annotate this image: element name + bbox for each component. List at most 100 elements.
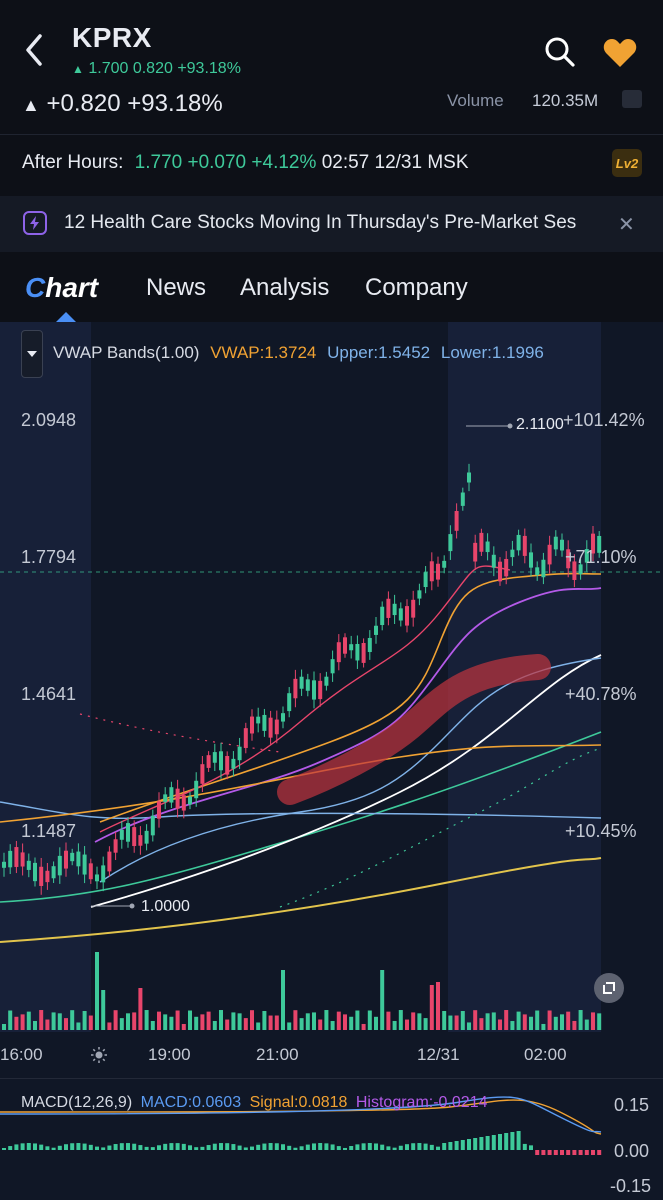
macd-histogram-bar xyxy=(312,1143,316,1150)
macd-histogram-bar xyxy=(163,1143,168,1150)
macd-histogram-bar xyxy=(355,1144,360,1150)
candle-body xyxy=(274,719,279,735)
high-annotation: 2.1100 xyxy=(516,416,564,433)
volume-bar xyxy=(541,1023,546,1030)
macd-histogram-bar xyxy=(169,1143,174,1150)
volume-toggle[interactable] xyxy=(622,90,642,108)
macd-histogram-bar xyxy=(591,1150,595,1155)
volume-bar xyxy=(553,1016,558,1030)
candle-body xyxy=(119,829,124,840)
candle-body xyxy=(374,625,378,635)
candle-body xyxy=(386,598,391,618)
news-banner[interactable] xyxy=(0,196,663,252)
close-icon[interactable]: ✕ xyxy=(618,214,635,236)
candle-body xyxy=(113,839,118,853)
macd-histogram-bar xyxy=(460,1140,465,1150)
price-axis-label: 2.0948 xyxy=(21,410,77,430)
candle-body xyxy=(51,866,56,879)
tab-news[interactable]: News xyxy=(146,274,207,301)
low-annotation: 1.0000 xyxy=(141,898,190,915)
candle-body xyxy=(299,676,304,689)
volume-bar xyxy=(491,1012,496,1030)
candle-body xyxy=(175,788,180,809)
candle-body xyxy=(448,534,453,552)
candle-body xyxy=(318,680,323,700)
candle-body xyxy=(33,862,37,882)
volume-bar xyxy=(510,1021,515,1030)
candle-body xyxy=(324,676,329,686)
macd-histogram-bar xyxy=(144,1146,149,1150)
macd-histogram-bar xyxy=(398,1145,403,1150)
pct-axis-label: +10.45% xyxy=(565,821,637,841)
candle-body xyxy=(293,678,298,699)
lv2-badge[interactable]: Lv2 xyxy=(612,149,642,177)
macd-histogram-bar xyxy=(578,1150,583,1155)
volume-bar xyxy=(268,1015,273,1030)
caret-down-icon[interactable] xyxy=(21,330,43,378)
macd-histogram-bar xyxy=(572,1150,577,1155)
candle-body xyxy=(479,532,484,552)
macd-histogram-bar xyxy=(95,1146,99,1150)
candle-body xyxy=(510,549,515,558)
volume-bar xyxy=(330,1021,335,1030)
volume-bar xyxy=(101,990,106,1030)
volume-bar xyxy=(132,1012,137,1030)
macd-histogram-bar xyxy=(299,1146,304,1150)
macd-histogram-bar xyxy=(20,1143,25,1150)
macd-histogram-bar xyxy=(535,1150,540,1155)
macd-histogram-bar xyxy=(336,1146,341,1150)
volume-bar xyxy=(231,1012,236,1030)
news-headline[interactable]: 12 Health Care Stocks Moving In Thursday… xyxy=(64,212,577,233)
volume-bar xyxy=(380,970,385,1030)
volume-bar xyxy=(479,1018,484,1030)
candle-body xyxy=(529,552,533,568)
volume-bar xyxy=(423,1018,428,1030)
back-icon[interactable] xyxy=(20,30,50,70)
candle-body xyxy=(188,796,192,805)
candle-body xyxy=(473,542,478,562)
volume-bar xyxy=(460,1011,465,1030)
macd-histogram-bar xyxy=(88,1144,93,1150)
macd-histogram-bar xyxy=(225,1143,230,1150)
macd-histogram-bar xyxy=(324,1143,329,1150)
macd-histogram-bar xyxy=(181,1143,186,1150)
search-icon[interactable] xyxy=(544,36,576,68)
macd-histogram-bar xyxy=(126,1143,130,1150)
premarket-session-shade xyxy=(0,322,91,1032)
lightning-icon xyxy=(23,211,47,235)
price-change: ▲ +0.820 +93.18% xyxy=(22,90,223,117)
macd-histogram-bar xyxy=(132,1143,137,1150)
macd-histogram-bar xyxy=(287,1145,292,1150)
volume-bar xyxy=(367,1010,372,1030)
tab-analysis[interactable]: Analysis xyxy=(240,274,330,301)
macd-histogram-bar xyxy=(70,1143,75,1150)
volume-bar xyxy=(188,1010,192,1030)
volume-bar xyxy=(26,1011,31,1030)
candle-body xyxy=(82,854,87,875)
macd-histogram-bar xyxy=(442,1143,447,1150)
heart-icon[interactable] xyxy=(602,38,638,68)
expand-icon[interactable] xyxy=(594,973,624,1003)
volume-bar xyxy=(8,1010,13,1030)
pct-axis-label: +71.10% xyxy=(565,547,637,567)
macd-histogram-bar xyxy=(597,1150,602,1155)
candle-body xyxy=(225,756,230,775)
tab-company[interactable]: Company xyxy=(365,274,468,301)
macd-scale-label: 0.00 xyxy=(614,1141,650,1161)
macd-histogram-bar xyxy=(367,1143,372,1150)
candle-body xyxy=(212,752,217,763)
macd-histogram-bar xyxy=(268,1143,273,1150)
candle-body xyxy=(578,564,583,575)
candle-body xyxy=(194,780,199,799)
candle-body xyxy=(76,851,81,867)
volume-bar xyxy=(411,1012,416,1030)
macd-histogram-bar xyxy=(250,1146,254,1150)
volume-bar xyxy=(398,1010,403,1030)
volume-bar xyxy=(175,1010,180,1030)
candle-body xyxy=(417,590,422,599)
tab-chart[interactable]: Chart xyxy=(25,272,99,303)
candle-body xyxy=(343,637,347,654)
volume-bar xyxy=(349,1016,354,1030)
candle-body xyxy=(70,852,75,862)
macd-histogram-bar xyxy=(566,1150,571,1155)
